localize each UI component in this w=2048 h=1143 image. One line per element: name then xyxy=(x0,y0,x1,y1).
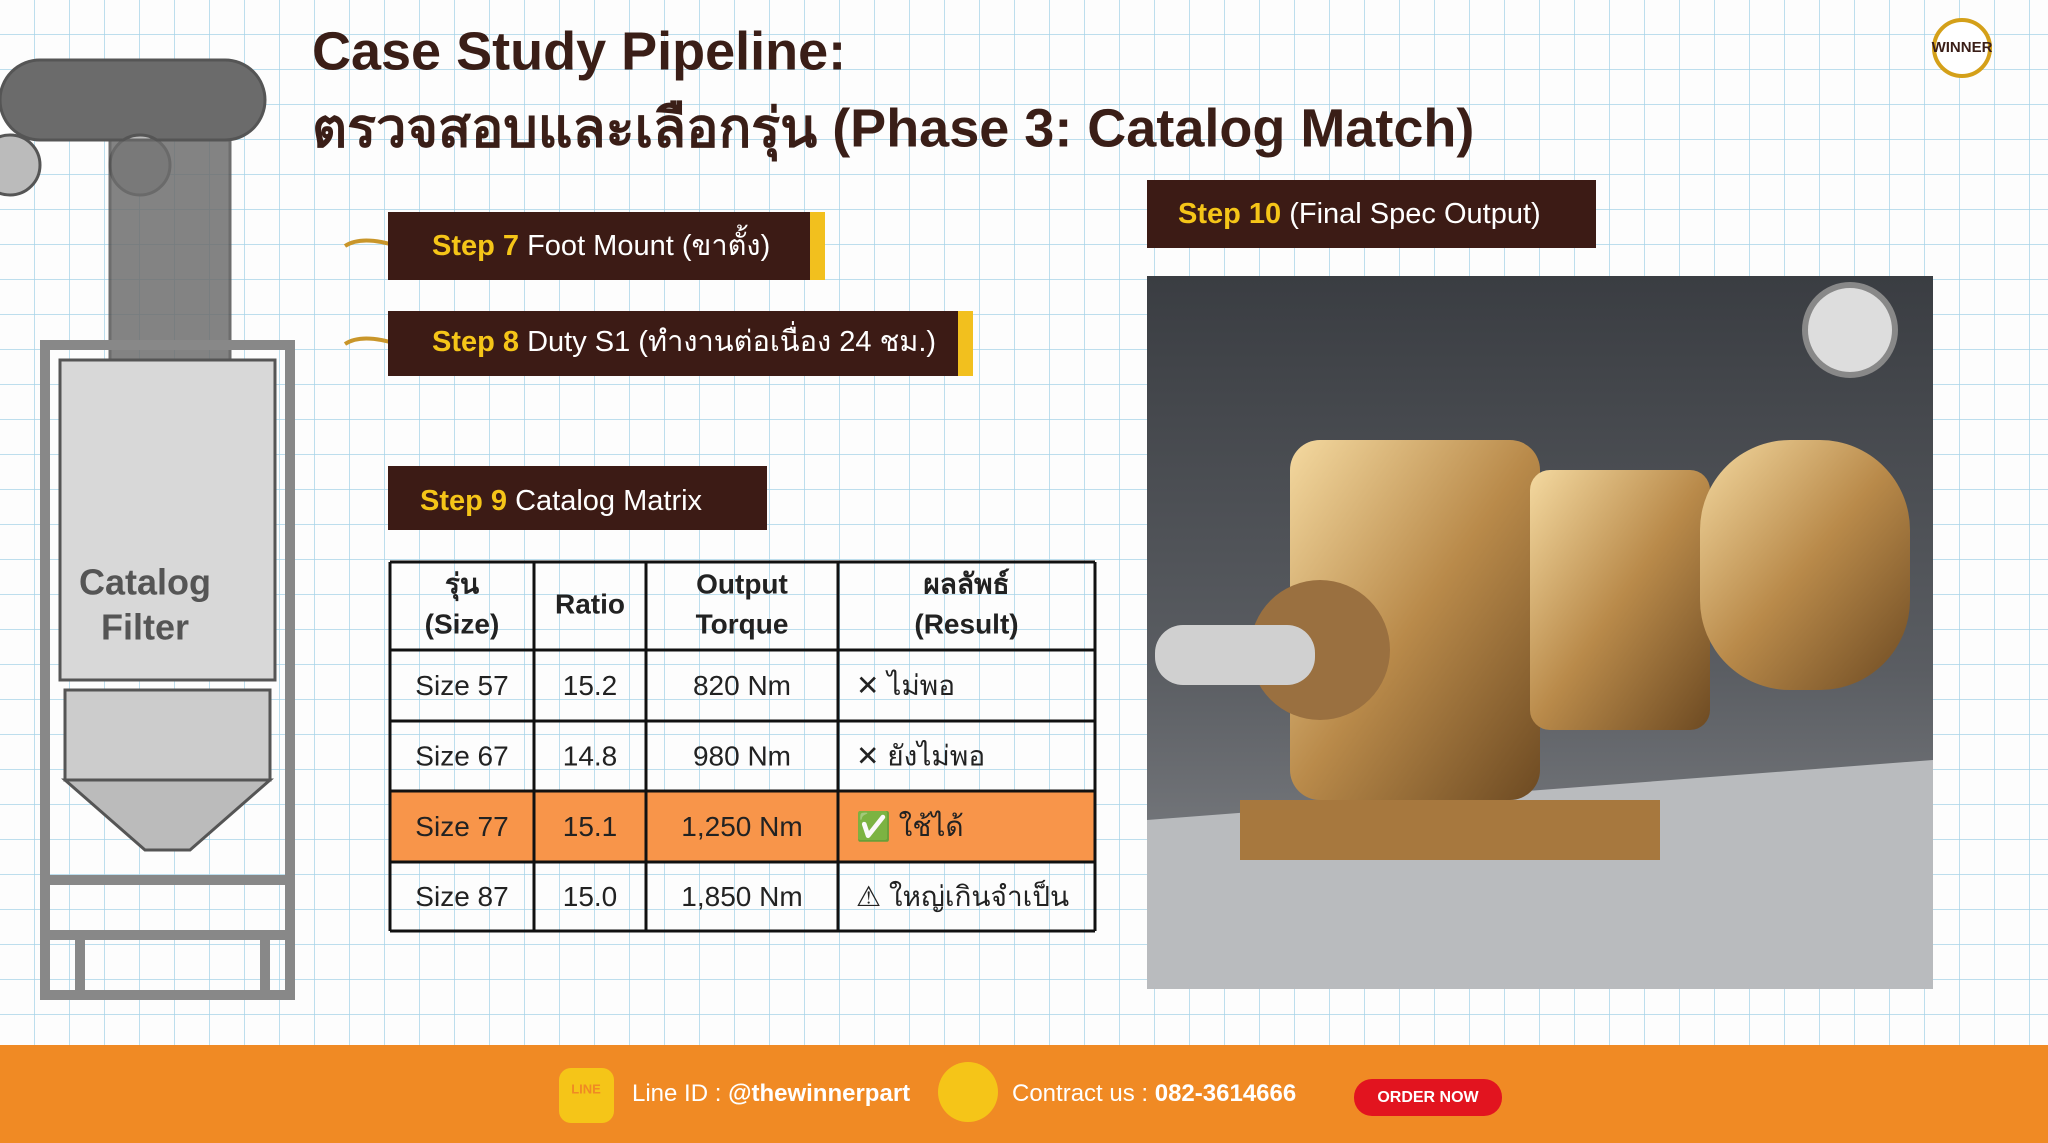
product-image xyxy=(1147,276,1933,989)
order-button-text[interactable]: ORDER NOW xyxy=(1377,1089,1479,1106)
step-tags xyxy=(343,180,1596,530)
column-header: (Result) xyxy=(914,608,1018,639)
table-cell: 980 Nm xyxy=(693,740,791,771)
step-tag: Step 8 Duty S1 (ทำงานต่อเนื่อง 24 ชม.) xyxy=(432,321,936,358)
illustration-label: Catalog xyxy=(79,562,211,603)
order-button[interactable] xyxy=(1354,1079,1502,1116)
table-cell: 15.1 xyxy=(563,811,618,842)
footer-label: Line ID : @thewinnerpart xyxy=(632,1080,910,1107)
step-tag: Step 9 Catalog Matrix xyxy=(420,485,703,517)
table-cell: 15.2 xyxy=(563,670,618,701)
filter-illustration xyxy=(0,58,295,1000)
phone-icon xyxy=(938,1062,998,1122)
column-header: รุ่น xyxy=(445,568,479,601)
highlight-row xyxy=(390,791,1095,862)
column-header: Ratio xyxy=(555,588,625,619)
table-cell: ⚠ ใหญ่เกินจำเป็น xyxy=(856,879,1069,912)
table-cell: ✅ ใช้ได้ xyxy=(856,810,964,843)
step-tag: Step 7 Foot Mount (ขาตั้ง) xyxy=(432,224,770,262)
step-tag: Step 10 (Final Spec Output) xyxy=(1178,198,1541,230)
line-icon-text: LINE xyxy=(571,1081,601,1096)
table-cell: Size 67 xyxy=(415,740,508,771)
table-cell: 15.0 xyxy=(563,881,618,912)
column-header: Output xyxy=(696,568,788,599)
footer-label: Contract us : 082-3614666 xyxy=(1012,1080,1296,1107)
column-header: ผลลัพธ์ xyxy=(923,568,1009,599)
logo-text: WINNER xyxy=(1932,39,1993,56)
title: ตรวจสอบและเลือกรุ่น (Phase 3: Catalog Ma… xyxy=(312,98,1474,162)
table-cell: ✕ ไม่พอ xyxy=(856,670,955,701)
table-cell: 14.8 xyxy=(563,740,618,771)
title: Case Study Pipeline: xyxy=(312,21,846,81)
table-cell: Size 87 xyxy=(415,881,508,912)
illustration-label: Filter xyxy=(101,607,189,648)
table-cell: Size 57 xyxy=(415,670,508,701)
column-header: (Size) xyxy=(425,608,500,639)
table-cell: 820 Nm xyxy=(693,670,791,701)
line-icon xyxy=(559,1068,614,1123)
logo xyxy=(1932,18,1992,78)
table-cell: ✕ ยังไม่พอ xyxy=(856,740,985,771)
table-cell: Size 77 xyxy=(415,811,508,842)
column-header: Torque xyxy=(696,608,789,639)
catalog-table: รุ่น (Size) Ratio Output Torque ผลลัพธ์ (Resul… xyxy=(388,560,1097,933)
table-cell: 1,850 Nm xyxy=(681,881,802,912)
table-cell: 1,250 Nm xyxy=(681,811,802,842)
footer-bar xyxy=(0,1045,2048,1143)
